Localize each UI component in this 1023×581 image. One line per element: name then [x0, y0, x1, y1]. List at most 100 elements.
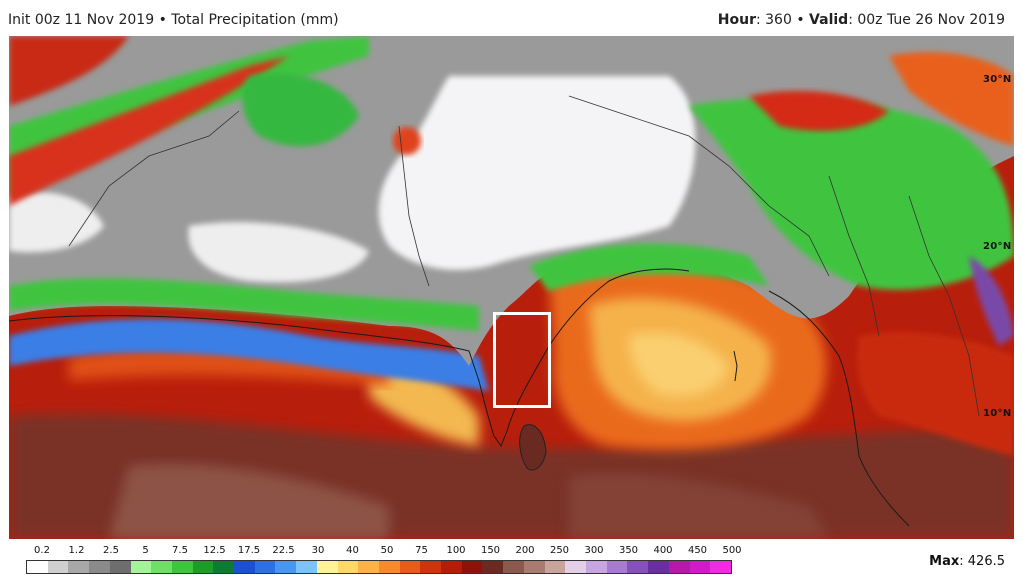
- hour-label: Hour: [717, 12, 756, 28]
- legend-swatch: [68, 561, 90, 573]
- legend-swatch: [461, 561, 483, 573]
- legend-swatch: [503, 561, 524, 573]
- legend-swatch: [441, 561, 462, 573]
- legend-tick-label: 75: [415, 545, 428, 556]
- legend-tick-label: 150: [480, 545, 501, 556]
- legend-swatch: [130, 561, 152, 573]
- legend-swatch: [399, 561, 421, 573]
- legend-swatch: [358, 561, 379, 573]
- north-red-cell: [393, 127, 421, 155]
- highlight-region-box: [493, 312, 551, 408]
- legend-tick-labels: 0.2 1.2 2.5 5 7.5 12.5 17.5 22.5 30 40 50 75 100 150 2…: [26, 545, 742, 559]
- legend-swatch: [275, 561, 297, 573]
- legend-tick-label: 17.5: [237, 545, 261, 556]
- legend-tick-label: 30: [311, 545, 325, 556]
- legend-swatch: [523, 561, 545, 573]
- legend-swatch: [337, 561, 359, 573]
- title-separator: •: [158, 12, 167, 28]
- max-value-label: Max: 426.5: [929, 554, 1005, 569]
- legend-swatch: [544, 561, 566, 573]
- legend-swatch: [585, 561, 607, 573]
- coastal-blue-band: [9, 319, 489, 391]
- legend-tick-label: 0.2: [34, 545, 50, 556]
- legend-swatch: [710, 561, 731, 573]
- legend-tick-label: 2.5: [103, 545, 119, 556]
- legend-swatch: [565, 561, 586, 573]
- legend-tick-label: 400: [653, 545, 673, 556]
- border-line-west: [68, 110, 240, 247]
- northwest-red-corner: [9, 36, 129, 106]
- arabia-dry-region: [188, 222, 369, 283]
- legend-tick-label: 12.5: [203, 545, 226, 556]
- legend-swatch: [648, 561, 669, 573]
- legend-swatch: [668, 561, 690, 573]
- coastline-south-asia: [9, 268, 690, 448]
- legend-swatch: [254, 561, 276, 573]
- map-canvas: [9, 36, 1014, 539]
- legend-swatch: [689, 561, 711, 573]
- valid-time-info: Hour: 360 • Valid: 00z Tue 26 Nov 2019: [718, 12, 1005, 28]
- latitude-label-30n: 30°N: [983, 74, 1012, 85]
- legend-swatch: [47, 561, 69, 573]
- max-value: : 426.5: [959, 554, 1005, 569]
- map-title: Init 00z 11 Nov 2019 • Total Precipitati…: [8, 12, 339, 28]
- legend-tick-label: 200: [515, 545, 535, 556]
- legend-tick-label: 450: [687, 545, 708, 556]
- legend-swatch: [420, 561, 442, 573]
- legend-tick-label: 40: [346, 545, 359, 556]
- border-line-pakistan-india: [398, 125, 430, 287]
- himalaya-red-band: [749, 91, 889, 131]
- sri-lanka-outline: [519, 424, 547, 471]
- legend-swatch: [378, 561, 400, 573]
- legend-swatch: [27, 561, 48, 573]
- border-line-himalaya: [568, 95, 830, 277]
- legend-swatch: [234, 561, 255, 573]
- legend-swatch: [606, 561, 628, 573]
- brown-patch-east: [569, 473, 829, 539]
- legend-tick-label: 300: [584, 545, 604, 556]
- northeast-orange-cell: [889, 52, 1014, 146]
- legend-tick-label: 250: [549, 545, 570, 556]
- legend-tick-label: 50: [380, 545, 394, 556]
- legend-tick-label: 7.5: [172, 545, 188, 556]
- green-fringe-east: [529, 243, 769, 291]
- legend-swatch: [109, 561, 131, 573]
- valid-value: : 00z Tue 26 Nov 2019: [848, 12, 1005, 28]
- legend-tick-label: 1.2: [68, 545, 85, 556]
- legend-tick-label: 5: [142, 545, 149, 556]
- legend-swatch: [192, 561, 214, 573]
- legend-swatch: [316, 561, 338, 573]
- precipitation-map[interactable]: 30°N 20°N 10°N: [9, 36, 1014, 539]
- legend-swatch: [627, 561, 649, 573]
- northwest-red-band: [9, 56, 289, 206]
- init-time: Init 00z 11 Nov 2019: [8, 12, 155, 28]
- legend-tick-label: 22.5: [272, 545, 295, 556]
- legend-swatch: [482, 561, 504, 573]
- purple-cell: [969, 256, 1014, 346]
- legend-swatch: [213, 561, 235, 573]
- legend-swatch: [89, 561, 110, 573]
- color-legend: 0.2 1.2 2.5 5 7.5 12.5 17.5 22.5 30 40 50 75 100 150 2…: [26, 545, 742, 577]
- legend-color-bar: [26, 560, 732, 574]
- brown-patch-west: [109, 464, 389, 539]
- afghan-green-cluster: [242, 73, 359, 147]
- andaman-red-zone: [857, 332, 1014, 456]
- coastline-southeast-asia: [768, 290, 910, 527]
- max-label-text: Max: [929, 554, 960, 569]
- hour-value: : 360: [755, 12, 792, 28]
- legend-tick-label: 500: [722, 545, 742, 556]
- border-line-myanmar: [828, 175, 880, 337]
- andaman-islands: [733, 350, 738, 382]
- latitude-label-20n: 20°N: [983, 241, 1012, 252]
- arabian-yellow-zone: [369, 363, 479, 446]
- legend-swatch: [151, 561, 172, 573]
- india-dry-region: [378, 76, 696, 270]
- valid-separator: •: [796, 12, 805, 28]
- legend-tick-label: 350: [618, 545, 639, 556]
- legend-swatch: [171, 561, 193, 573]
- arabia-white-west: [9, 192, 104, 253]
- green-fringe-west: [9, 278, 479, 331]
- latitude-label-10n: 10°N: [983, 408, 1012, 419]
- product-name: Total Precipitation (mm): [171, 12, 339, 28]
- valid-label: Valid: [809, 12, 849, 28]
